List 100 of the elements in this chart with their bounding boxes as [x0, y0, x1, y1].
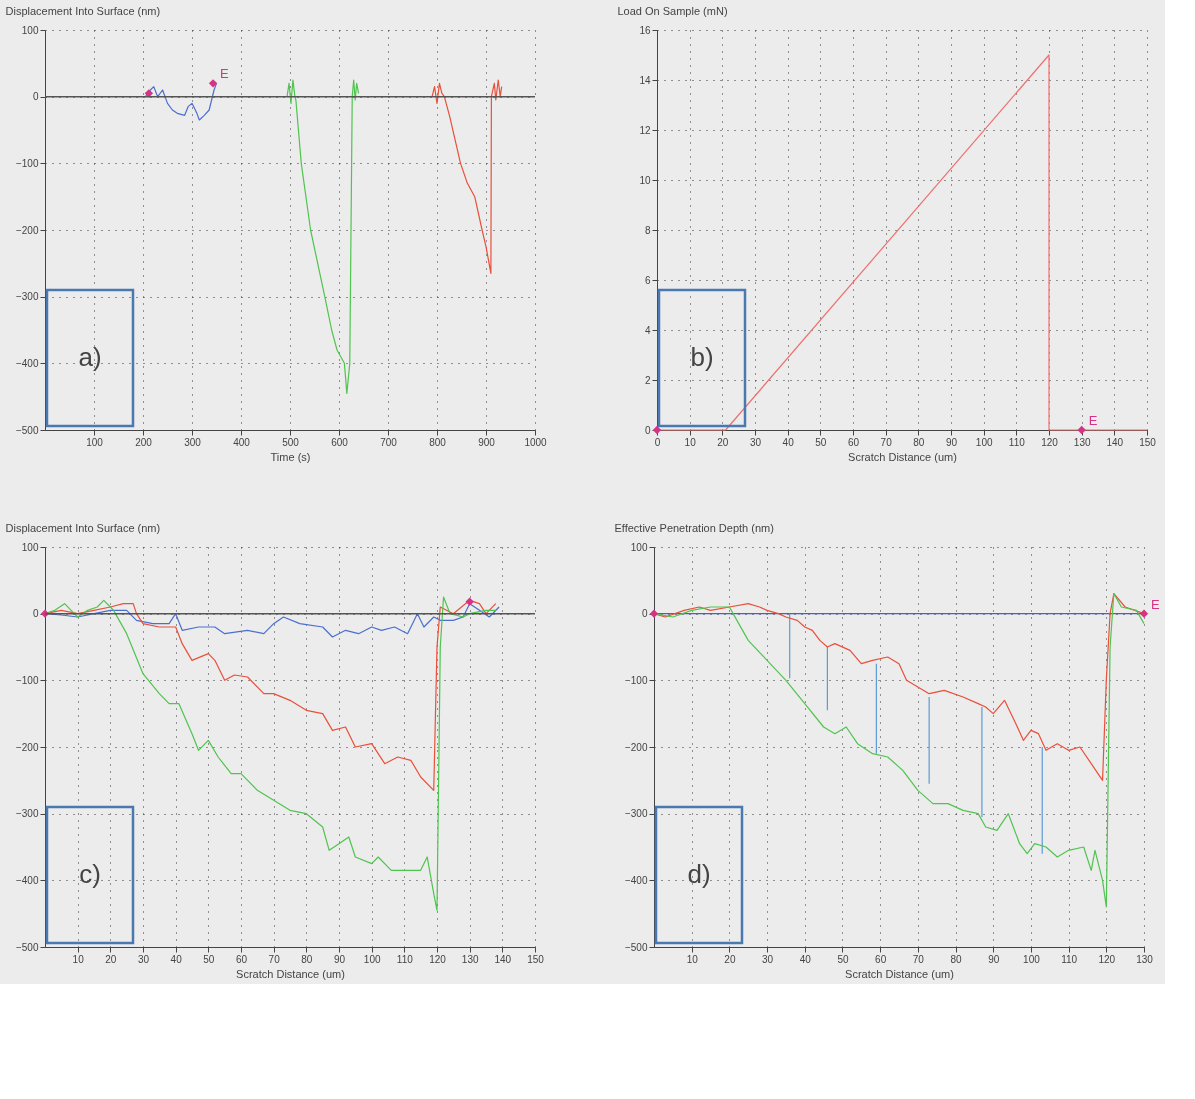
x-tick-label: 120: [429, 953, 447, 965]
text: E: [1151, 596, 1160, 612]
x-tick-label: 70: [912, 953, 925, 965]
x-tick-label: 700: [380, 436, 398, 448]
x-tick-label: 30: [762, 953, 774, 965]
x-tick-label: 80: [913, 436, 925, 448]
x-tick-label: 90: [988, 953, 1000, 965]
line-series: [286, 79, 360, 394]
x-tick-label: 800: [429, 436, 447, 448]
x-tick-label: 130: [1073, 436, 1091, 448]
y-tick-label: −100: [15, 674, 39, 686]
x-tick-label: 110: [1061, 953, 1078, 965]
x-axis-title: Scratch Distance (um): [845, 967, 954, 980]
y-tick-label: −500: [624, 941, 648, 953]
x-tick-label: 100: [1023, 953, 1041, 965]
x-tick-label: 80: [301, 953, 313, 965]
x-tick-label: 30: [749, 436, 762, 448]
x-tick-label: 150: [527, 953, 545, 965]
x-tick-label: 500: [282, 436, 300, 448]
y-tick-label: 10: [639, 174, 651, 186]
x-tick-label: 40: [782, 436, 795, 448]
annotation: E: [1088, 413, 1098, 428]
x-tick-label: 30: [137, 953, 150, 965]
y-tick-label: −400: [624, 874, 648, 886]
x-tick-label: 90: [333, 953, 346, 965]
y-tick-label: −200: [624, 741, 648, 753]
y-tick-label: 2: [644, 374, 651, 386]
x-tick-label: 20: [105, 953, 117, 965]
y-tick-label: −100: [15, 157, 39, 169]
y-tick-label: 16: [639, 24, 651, 36]
x-tick-label: 100: [363, 953, 381, 965]
x-tick-label: 10: [72, 953, 85, 965]
annotation: a): [78, 342, 102, 372]
y-tick-label: 8: [644, 224, 651, 236]
y-axis-title: Load On Sample (mN): [617, 4, 728, 17]
x-tick-label: 60: [875, 953, 887, 965]
x-tick-label: 1000: [524, 436, 548, 448]
y-tick-label: 0: [32, 608, 39, 620]
x-tick-label: 80: [950, 953, 963, 965]
annotation: d): [687, 859, 711, 889]
x-tick-label: 100: [86, 436, 104, 448]
x-tick-label: 300: [184, 436, 202, 448]
x-tick-label: 50: [837, 953, 849, 965]
line-series: [431, 79, 503, 274]
y-tick-label: −400: [15, 874, 39, 886]
y-tick-label: 14: [639, 74, 651, 86]
y-tick-label: −200: [15, 224, 39, 236]
y-tick-label: −300: [15, 291, 39, 303]
x-tick-label: 50: [203, 953, 215, 965]
x-tick-label: 100: [975, 436, 993, 448]
x-tick-label: 70: [268, 953, 281, 965]
x-tick-label: 60: [847, 436, 860, 448]
y-tick-label: 6: [644, 274, 651, 286]
x-tick-label: 120: [1098, 953, 1116, 965]
y-axis-title: Effective Penetration Depth (nm): [614, 521, 774, 534]
x-tick-label: 600: [331, 436, 349, 448]
x-tick-label: 50: [815, 436, 827, 448]
y-tick-label: 0: [641, 608, 648, 620]
y-tick-label: 4: [644, 324, 651, 336]
y-tick-label: −100: [624, 674, 648, 686]
x-tick-label: 140: [494, 953, 512, 965]
x-tick-label: 20: [724, 953, 736, 965]
x-tick-label: 20: [717, 436, 729, 448]
x-tick-label: 60: [235, 953, 248, 965]
y-tick-label: −500: [15, 941, 39, 953]
annotation: c): [79, 859, 101, 889]
x-tick-label: 10: [684, 436, 697, 448]
y-axis-title: Displacement Into Surface (nm): [5, 4, 161, 17]
annotation: b): [690, 342, 714, 372]
y-tick-label: −500: [15, 424, 39, 436]
x-tick-label: 110: [396, 953, 414, 965]
x-axis-title: Time (s): [270, 450, 311, 463]
y-tick-label: 100: [21, 541, 39, 553]
x-tick-label: 200: [135, 436, 153, 448]
x-tick-label: 0: [654, 436, 661, 448]
x-tick-label: 70: [880, 436, 893, 448]
annotation: E: [220, 66, 230, 82]
y-tick-label: 0: [644, 424, 651, 436]
y-axis-title: Displacement Into Surface (nm): [5, 521, 161, 534]
x-tick-label: 10: [686, 953, 699, 965]
y-tick-label: 0: [32, 91, 39, 103]
y-tick-label: −200: [15, 741, 39, 753]
x-tick-label: 40: [170, 953, 183, 965]
y-tick-label: 100: [21, 24, 39, 36]
x-tick-label: 900: [478, 436, 496, 448]
x-tick-label: 130: [1136, 953, 1154, 965]
x-tick-label: 120: [1041, 436, 1059, 448]
x-tick-label: 150: [1139, 436, 1157, 448]
x-tick-label: 90: [945, 436, 958, 448]
x-tick-label: 400: [233, 436, 251, 448]
y-tick-label: 12: [639, 124, 651, 136]
x-axis-title: Scratch Distance (um): [236, 967, 345, 980]
x-tick-label: 110: [1008, 436, 1026, 448]
x-tick-label: 140: [1106, 436, 1124, 448]
x-axis-title: Scratch Distance (um): [848, 450, 957, 463]
x-tick-label: 40: [799, 953, 812, 965]
y-tick-label: −300: [624, 808, 648, 820]
x-tick-label: 130: [461, 953, 479, 965]
y-tick-label: 100: [630, 541, 648, 553]
y-tick-label: −300: [15, 808, 39, 820]
